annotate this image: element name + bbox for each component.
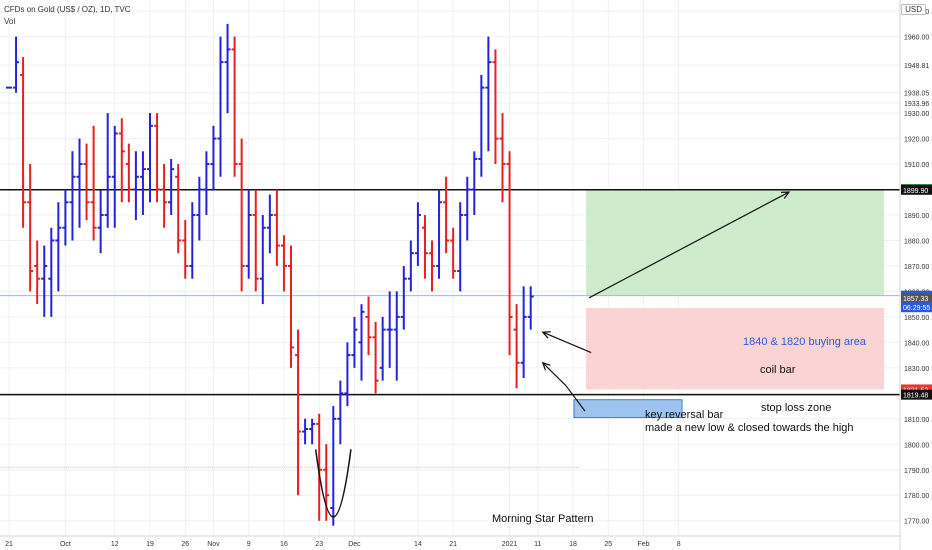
price-tag	[901, 293, 932, 304]
y-tick-label: 1810.00	[904, 417, 929, 424]
x-tick-label: 21	[5, 541, 13, 548]
price-tag-label: 1899.90	[903, 188, 928, 195]
x-tick-label: Oct	[60, 541, 71, 548]
y-tick-label: 1880.00	[904, 238, 929, 245]
y-tick-label: 1890.00	[904, 213, 929, 220]
countdown-label: 06:29:55	[903, 305, 930, 312]
key-reversal-arrow-head	[541, 361, 551, 371]
x-tick-label: 18	[569, 541, 577, 548]
y-tick-label: 1790.00	[904, 468, 929, 475]
y-tick-label: 1800.00	[904, 442, 929, 449]
x-tick-label: 21	[449, 541, 457, 548]
target-arrow	[588, 191, 790, 299]
coil-bar-arrow	[542, 331, 592, 354]
chart-title: CFDs on Gold (US$ / OZ), 1D, TVC	[4, 5, 131, 14]
x-tick-label: 25	[604, 541, 612, 548]
x-tick-label: 26	[181, 541, 189, 548]
coil-bar-label: coil bar	[760, 364, 796, 376]
y-tick-label: 1930.00	[904, 111, 929, 118]
y-tick-label: 1938.05	[904, 91, 929, 98]
y-tick-label: 1948.81	[904, 63, 929, 70]
y-tick-label: 1960.00	[904, 35, 929, 42]
x-tick-label: 19	[146, 541, 154, 548]
stop-loss-label: stop loss zone	[761, 402, 832, 414]
stop-loss-zone	[573, 399, 683, 419]
buying-area-zone	[586, 307, 884, 390]
target-zone	[586, 189, 884, 296]
buying-area-label: 1840 & 1820 buying area	[743, 336, 866, 348]
x-tick-label: 23	[315, 541, 323, 548]
target-arrow-head	[780, 191, 791, 199]
y-tick-label: 1780.00	[904, 493, 929, 500]
y-tick-label: 1920.00	[904, 137, 929, 144]
morning-star-curve	[314, 449, 352, 518]
x-tick-label: 14	[414, 541, 422, 548]
key-reversal-label: key reversal bar	[645, 409, 724, 421]
currency-selector[interactable]: USD	[901, 4, 926, 15]
y-tick-label: 1840.00	[904, 340, 929, 347]
price-tag	[901, 389, 932, 400]
countdown-tag	[901, 302, 932, 313]
x-tick-label: 2021	[502, 541, 518, 548]
key-reversal-description: made a new low & closed towards the high	[645, 422, 854, 434]
price-tag	[901, 184, 932, 195]
y-tick-label: 1850.00	[904, 315, 929, 322]
y-tick-label: 1933.96	[904, 101, 929, 108]
y-tick-label: 1870.00	[904, 264, 929, 271]
volume-indicator-label: Vol	[4, 17, 16, 26]
y-tick-label: 1910.00	[904, 162, 929, 169]
coil-bar-arrow-head	[541, 331, 551, 339]
price-tag-label: 1857.33	[903, 296, 928, 303]
x-tick-label: 8	[677, 541, 681, 548]
x-tick-label: Dec	[348, 541, 361, 548]
y-tick-label: 1770.00	[904, 519, 929, 526]
x-tick-label: Feb	[637, 541, 649, 548]
x-tick-label: Nov	[207, 541, 220, 548]
price-tag-label: 1819.48	[903, 393, 928, 400]
morning-star-label: Morning Star Pattern	[492, 513, 594, 525]
x-tick-label: 11	[534, 541, 541, 548]
x-tick-label: 12	[111, 541, 119, 548]
key-reversal-arrow	[542, 362, 567, 387]
x-tick-label: 16	[280, 541, 288, 548]
x-tick-label: 9	[247, 541, 251, 548]
price-tag	[901, 384, 932, 395]
stop-loss-pointer	[565, 385, 586, 412]
y-tick-label: 1830.00	[904, 366, 929, 373]
